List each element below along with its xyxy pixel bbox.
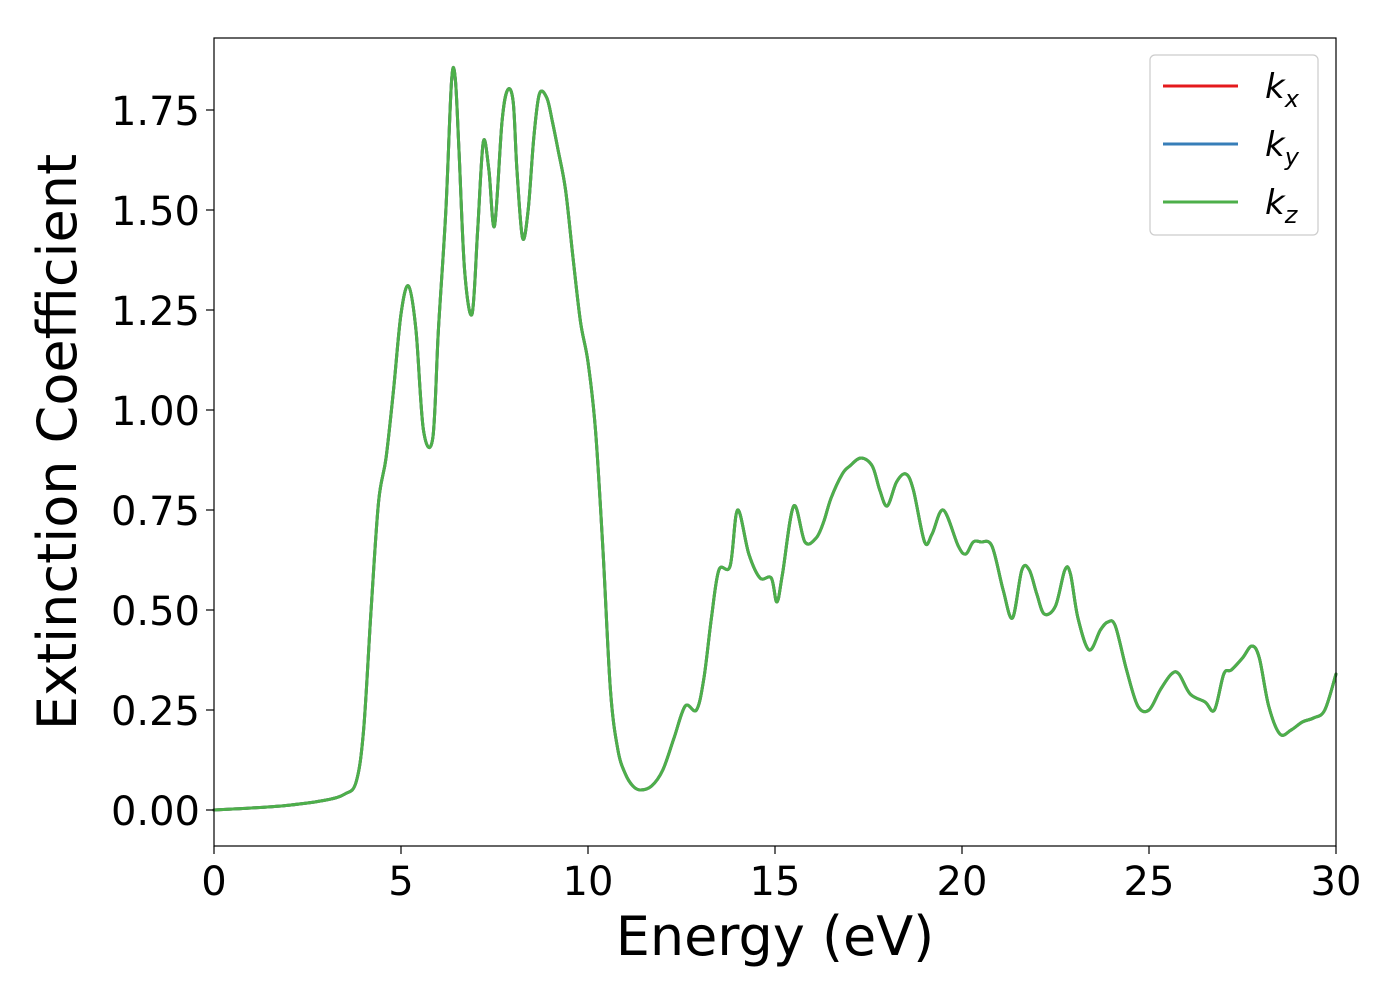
legend-label-ky: ky	[1265, 125, 1300, 171]
legend-label-kx: kx	[1265, 67, 1300, 113]
x-tick-label: 30	[1311, 859, 1362, 905]
y-tick-label: 0.00	[111, 789, 200, 835]
y-tick-label: 1.00	[111, 389, 200, 435]
x-tick-label: 0	[201, 859, 226, 905]
y-axis-label: Extinction Coefficient	[26, 154, 89, 730]
x-tick-label: 20	[937, 859, 988, 905]
y-tick-label: 0.50	[111, 589, 200, 635]
y-tick-label: 0.75	[111, 489, 200, 535]
legend: kx ky kz	[1149, 54, 1319, 236]
x-tick-label: 15	[750, 859, 801, 905]
series-layer	[212, 66, 1338, 812]
y-axis-ticks: 0.00 0.25 0.50 0.75 1.00 1.25 1.50 1.75	[111, 89, 214, 835]
x-axis-ticks: 0 5 10 15 20 25 30	[201, 846, 1361, 905]
y-tick-label: 0.25	[111, 689, 200, 735]
y-tick-label: 1.50	[111, 189, 200, 235]
x-axis-label: Energy (eV)	[616, 905, 935, 968]
x-tick-label: 10	[563, 859, 614, 905]
y-tick-label: 1.25	[111, 289, 200, 335]
legend-label-kz: kz	[1265, 183, 1299, 229]
y-tick-label: 1.75	[111, 89, 200, 135]
x-tick-label: 25	[1124, 859, 1175, 905]
series-line-k-z	[212, 66, 1338, 812]
x-tick-label: 5	[388, 859, 413, 905]
